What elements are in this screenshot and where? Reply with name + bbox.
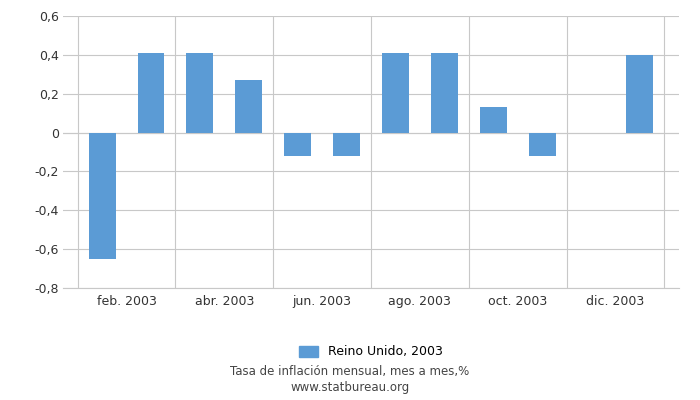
- Text: www.statbureau.org: www.statbureau.org: [290, 382, 410, 394]
- Bar: [235, 80, 262, 132]
- Bar: [480, 107, 507, 132]
- Bar: [431, 53, 458, 132]
- Bar: [333, 132, 360, 156]
- Bar: [138, 53, 164, 132]
- Bar: [89, 132, 116, 259]
- Bar: [186, 53, 214, 132]
- Bar: [284, 132, 311, 156]
- Legend: Reino Unido, 2003: Reino Unido, 2003: [294, 340, 448, 364]
- Bar: [626, 55, 653, 132]
- Bar: [382, 53, 409, 132]
- Text: Tasa de inflación mensual, mes a mes,%: Tasa de inflación mensual, mes a mes,%: [230, 366, 470, 378]
- Bar: [528, 132, 556, 156]
